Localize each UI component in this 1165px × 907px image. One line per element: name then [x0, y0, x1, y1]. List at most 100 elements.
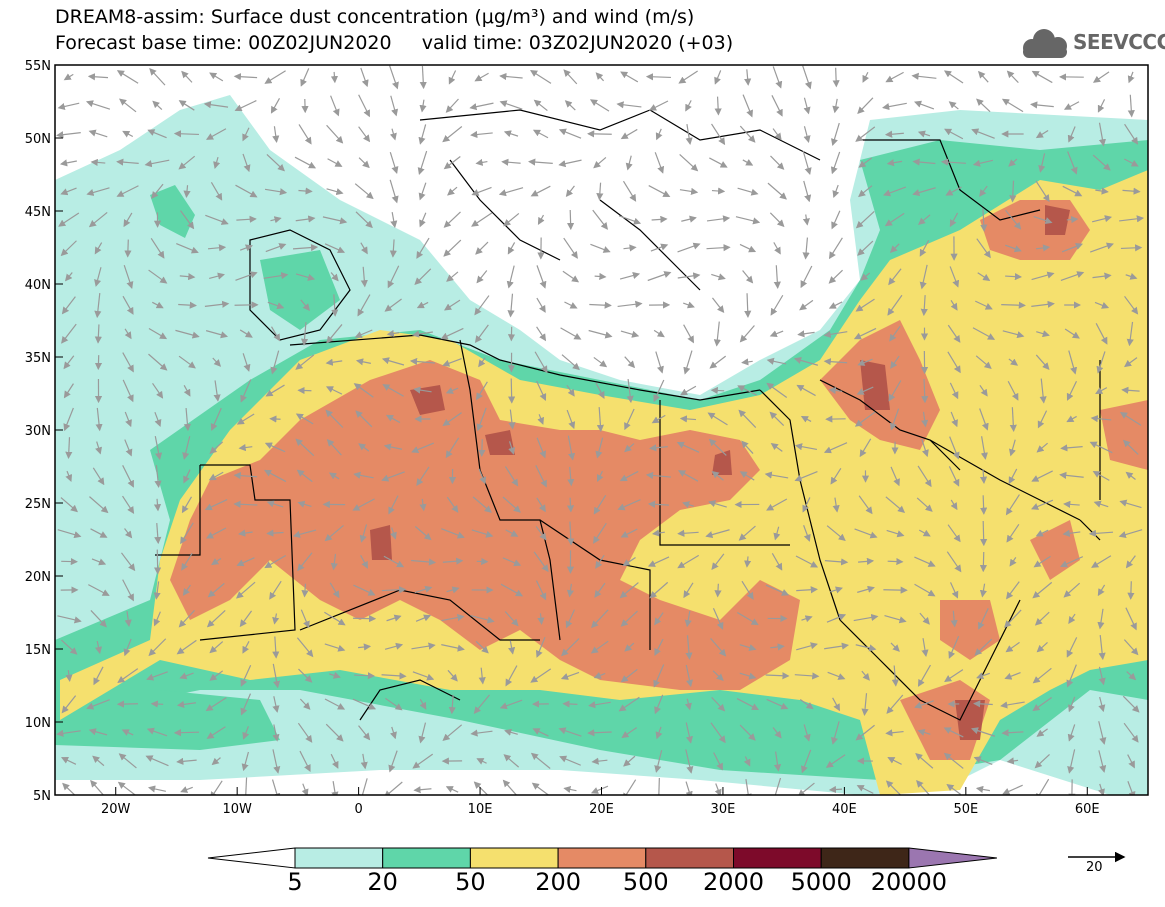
wind-arrow	[411, 558, 437, 566]
wind-arrow	[1005, 494, 1020, 516]
colorbar	[207, 847, 997, 869]
wind-arrow	[944, 669, 964, 683]
wind-arrow	[624, 443, 635, 453]
wind-arrow	[685, 100, 692, 112]
wind-arrow	[947, 351, 961, 374]
wind-arrow	[148, 353, 168, 371]
wind-arrow	[1095, 187, 1109, 195]
wind-arrow	[1125, 607, 1137, 631]
wind-arrow	[742, 94, 753, 118]
wind-arrow	[621, 727, 638, 739]
wind-arrow	[124, 239, 132, 258]
wind-arrow	[149, 68, 166, 86]
wind-arrow	[744, 556, 752, 568]
wind-arrow	[182, 584, 191, 596]
wind-arrow	[886, 529, 905, 538]
wind-arrow	[359, 778, 368, 795]
wind-arrow	[92, 755, 105, 767]
wind-arrow	[912, 158, 936, 166]
wind-arrow	[890, 642, 900, 652]
wind-arrow	[566, 384, 575, 397]
colorbar-label: 500	[622, 868, 669, 896]
wind-arrow	[209, 641, 224, 654]
wind-arrow	[413, 786, 432, 794]
wind-arrow	[624, 356, 636, 369]
wind-arrow	[620, 71, 639, 83]
wind-arrow	[559, 755, 581, 766]
lat-tick-label: 35N	[25, 351, 51, 366]
wind-arrow	[528, 158, 553, 166]
wind-arrow	[352, 498, 375, 511]
wind-arrow	[649, 444, 668, 452]
lon-tick-label: 50E	[953, 802, 978, 817]
wind-arrow	[1035, 180, 1050, 203]
wind-arrow	[855, 298, 875, 312]
wind-arrow	[1152, 471, 1165, 481]
wind-arrow	[562, 700, 578, 708]
wind-arrow	[297, 722, 313, 743]
wind-arrow	[448, 70, 457, 85]
wind-arrow	[884, 212, 905, 227]
wind-arrow	[298, 124, 312, 145]
wind-arrow	[1033, 555, 1051, 568]
wind-arrow	[152, 301, 164, 309]
wind-arrow	[654, 638, 664, 656]
wind-arrow	[324, 611, 346, 626]
wind-arrow	[558, 727, 582, 737]
logo-text: SEEVCCC	[1073, 30, 1165, 54]
wind-arrow	[770, 294, 784, 316]
wind-arrow	[470, 729, 493, 737]
wind-arrow	[506, 265, 515, 289]
wind-arrow	[980, 520, 988, 547]
wind-arrow	[386, 614, 402, 622]
wind-arrow	[1090, 415, 1112, 423]
wind-arrow	[802, 497, 811, 513]
wind-arrow	[441, 644, 465, 652]
wind-arrow	[330, 95, 340, 117]
wind-arrow	[265, 243, 287, 253]
wind-arrow	[802, 150, 812, 176]
wind-arrow	[593, 671, 606, 679]
wind-arrow	[207, 244, 227, 252]
wind-arrow	[676, 441, 700, 453]
wind-arrow	[183, 469, 191, 484]
lon-tick-label: 20W	[101, 802, 131, 817]
wind-arrow	[354, 329, 373, 338]
lat-tick-label: 5N	[33, 789, 51, 804]
wind-arrow	[359, 524, 368, 543]
wind-arrow	[210, 181, 223, 201]
wind-arrow	[331, 781, 339, 795]
wind-arrow	[272, 696, 280, 713]
wind-arrow	[828, 269, 843, 284]
wind-arrow	[419, 498, 427, 512]
wind-arrow	[921, 638, 929, 658]
wind-arrow	[358, 643, 372, 651]
wind-arrow	[1008, 358, 1019, 366]
wind-arrow	[500, 583, 524, 597]
wind-arrow	[980, 208, 988, 232]
wind-arrow	[94, 324, 102, 344]
wind-arrow	[739, 672, 757, 680]
wind-arrow	[914, 700, 934, 709]
wind-arrow	[470, 130, 493, 139]
wind-arrow	[507, 293, 515, 318]
wind-arrow	[948, 635, 960, 659]
wind-arrow	[358, 443, 370, 452]
wind-arrow	[62, 782, 76, 795]
wind-arrow	[440, 327, 464, 340]
wind-arrow	[446, 271, 459, 282]
wind-arrow	[56, 729, 81, 737]
wind-arrow	[706, 215, 731, 223]
wind-arrow	[979, 384, 988, 397]
wind-arrow	[270, 97, 281, 114]
wind-arrow	[853, 327, 877, 340]
wind-arrow	[441, 614, 465, 622]
wind-arrow	[1036, 728, 1048, 737]
wind-arrow	[590, 640, 609, 654]
wind-arrow	[263, 469, 287, 483]
wind-arrow	[152, 100, 163, 111]
wind-arrow	[564, 100, 576, 111]
wind-arrow	[419, 698, 427, 710]
wind-arrow	[591, 757, 608, 765]
wind-arrow	[117, 668, 139, 684]
